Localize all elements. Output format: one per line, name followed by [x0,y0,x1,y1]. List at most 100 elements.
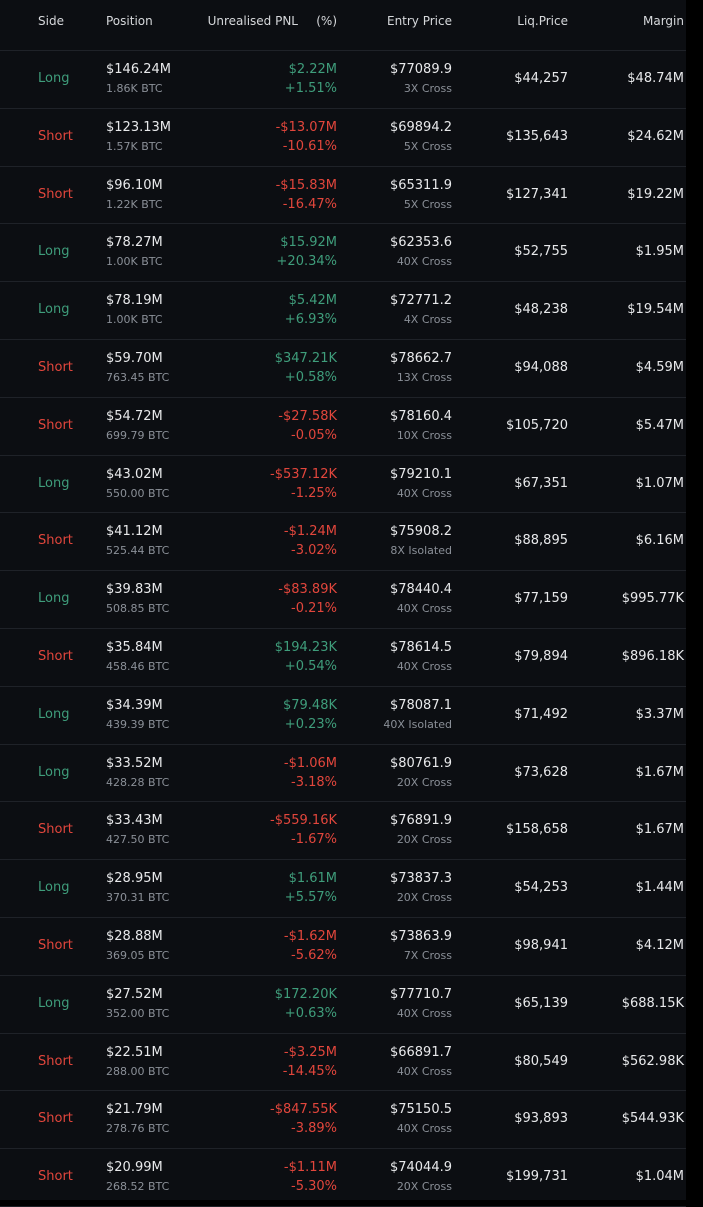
liq-price: $52,755 [514,244,568,260]
side: Long [38,70,70,86]
entry-price: $72771.2 [389,293,452,309]
leverage: 40X Cross [396,1064,452,1078]
position-value: $34.39M [106,697,163,713]
margin: $5.47M [635,417,684,433]
pnl-pct: +6.93% [284,312,337,328]
positions-table: Side Position Unrealised PNL (%) Entry Price… [0,0,686,1207]
position-value: $54.72M [106,408,163,424]
liq-price: $67,351 [514,475,568,491]
position-value: $21.79M [106,1102,163,1118]
liq-price: $80,549 [514,1053,568,1069]
header-side: Side [38,14,64,28]
leverage: 20X Cross [396,775,452,789]
row-separator [0,975,686,976]
margin: $1.95M [635,244,684,260]
entry-price: $74044.9 [389,1160,452,1176]
pnl: -$1.62M [283,929,337,944]
position-value: $28.95M [106,871,163,887]
pnl-pct: -16.47% [282,196,337,212]
side: Short [38,1111,73,1127]
side: Short [38,359,73,375]
entry-price: $73863.9 [389,929,452,944]
pnl: -$27.58K [278,408,337,424]
margin: $19.54M [627,302,684,318]
position-size: 550.00 BTC [106,486,170,500]
row-separator [0,917,686,918]
entry-price: $75150.5 [389,1102,452,1118]
position-size: 458.46 BTC [106,660,170,673]
pnl-pct: -14.45% [282,1063,337,1079]
pnl-pct: +1.51% [284,81,337,96]
position-size: 1.00K BTC [106,313,163,327]
entry-price: $62353.6 [389,235,452,251]
row-separator [0,1033,686,1034]
side: Long [38,591,70,607]
position-value: $33.43M [106,813,163,829]
entry-price: $77089.9 [389,62,452,77]
liq-price: $48,238 [514,302,568,318]
position-value: $123.13M [106,119,171,135]
margin: $24.62M [627,128,684,144]
pnl-pct: +0.58% [284,370,337,385]
pnl-pct: -3.89% [291,1121,337,1137]
position-value: $43.02M [106,466,163,482]
margin: $1.44M [635,880,684,896]
position-value: $59.70M [106,351,163,366]
position-size: 1.86K BTC [106,82,163,95]
liq-price: $73,628 [514,764,568,780]
leverage: 40X Cross [396,1006,452,1020]
margin: $1.67M [635,764,684,780]
margin: $19.22M [627,186,684,202]
entry-price: $78614.5 [389,640,452,655]
pnl: -$847.55K [270,1102,337,1118]
pnl: $172.20K [274,986,337,1002]
pnl: -$1.24M [283,524,337,540]
pnl: $15.92M [280,235,337,251]
entry-price: $80761.9 [389,755,452,771]
row-separator [0,1090,686,1091]
pnl: -$15.83M [275,177,337,193]
header-entry-price: Entry Price [386,14,452,28]
position-value: $35.84M [106,640,163,655]
pnl: $347.21K [274,351,337,366]
entry-price: $78662.7 [389,351,452,366]
liq-price: $77,159 [514,591,568,607]
side: Short [38,417,73,433]
leverage: 40X Cross [396,486,452,500]
entry-price: $77710.7 [389,986,452,1002]
margin: $1.04M [635,1169,684,1185]
row-separator [0,223,686,224]
position-value: $78.27M [106,235,163,251]
position-value: $146.24M [106,62,171,77]
position-value: $39.83M [106,582,163,598]
pnl-pct: +0.54% [284,659,337,674]
margin: $3.37M [635,706,684,722]
position-size: 525.44 BTC [106,544,170,558]
entry-price: $69894.2 [389,119,452,135]
side: Short [38,1169,73,1185]
pnl: -$83.89K [278,582,337,598]
position-size: 1.00K BTC [106,255,163,269]
position-value: $96.10M [106,177,163,193]
pnl: -$559.16K [270,813,337,829]
margin: $4.12M [635,937,684,953]
margin: $1.67M [635,822,684,838]
leverage: 4X Cross [403,313,452,327]
leverage: 5X Cross [403,197,452,211]
side: Long [38,764,70,780]
liq-price: $98,941 [514,937,568,953]
entry-price: $78160.4 [389,408,452,424]
leverage: 13X Cross [396,371,452,384]
pnl-pct: -5.30% [291,1179,337,1195]
pnl: -$1.11M [283,1160,337,1176]
row-separator [0,281,686,282]
side: Short [38,533,73,549]
header-margin: Margin [643,14,684,28]
pnl: $5.42M [288,293,337,309]
position-size: 1.22K BTC [106,197,163,211]
margin: $48.74M [627,70,684,86]
position-size: 369.05 BTC [106,949,170,962]
leverage: 10X Cross [396,428,452,442]
leverage: 8X Isolated [390,544,452,558]
pnl-pct: -3.18% [291,774,337,790]
